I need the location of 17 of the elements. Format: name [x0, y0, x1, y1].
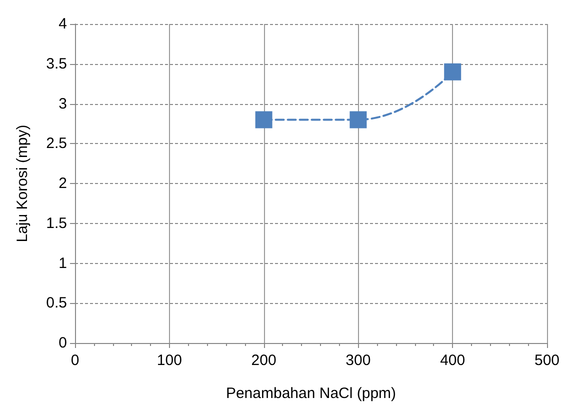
x-tick-label: 100: [156, 352, 182, 369]
y-tick-label: 2: [58, 175, 67, 192]
x-tick-label: 200: [251, 352, 276, 369]
y-tick-label: 4: [58, 16, 67, 32]
y-tick-label: 1: [58, 254, 67, 272]
y-tick-label: 2.5: [46, 135, 67, 152]
y-tick-label: 0.5: [46, 294, 67, 312]
x-axis-title: Penambahan NaCl (ppm): [226, 385, 396, 402]
y-axis-title: Laju Korosi (mpy): [14, 124, 31, 242]
y-tick-label: 3.5: [46, 55, 67, 72]
x-tick-label: 400: [440, 352, 466, 369]
y-tick-label: 1.5: [46, 214, 67, 232]
x-tick-label: 300: [346, 352, 371, 369]
y-tick-label: 3: [58, 95, 67, 112]
x-tick-label: 500: [534, 352, 560, 369]
y-tick-label: 0: [58, 334, 67, 352]
x-tick-label: 0: [70, 352, 80, 369]
